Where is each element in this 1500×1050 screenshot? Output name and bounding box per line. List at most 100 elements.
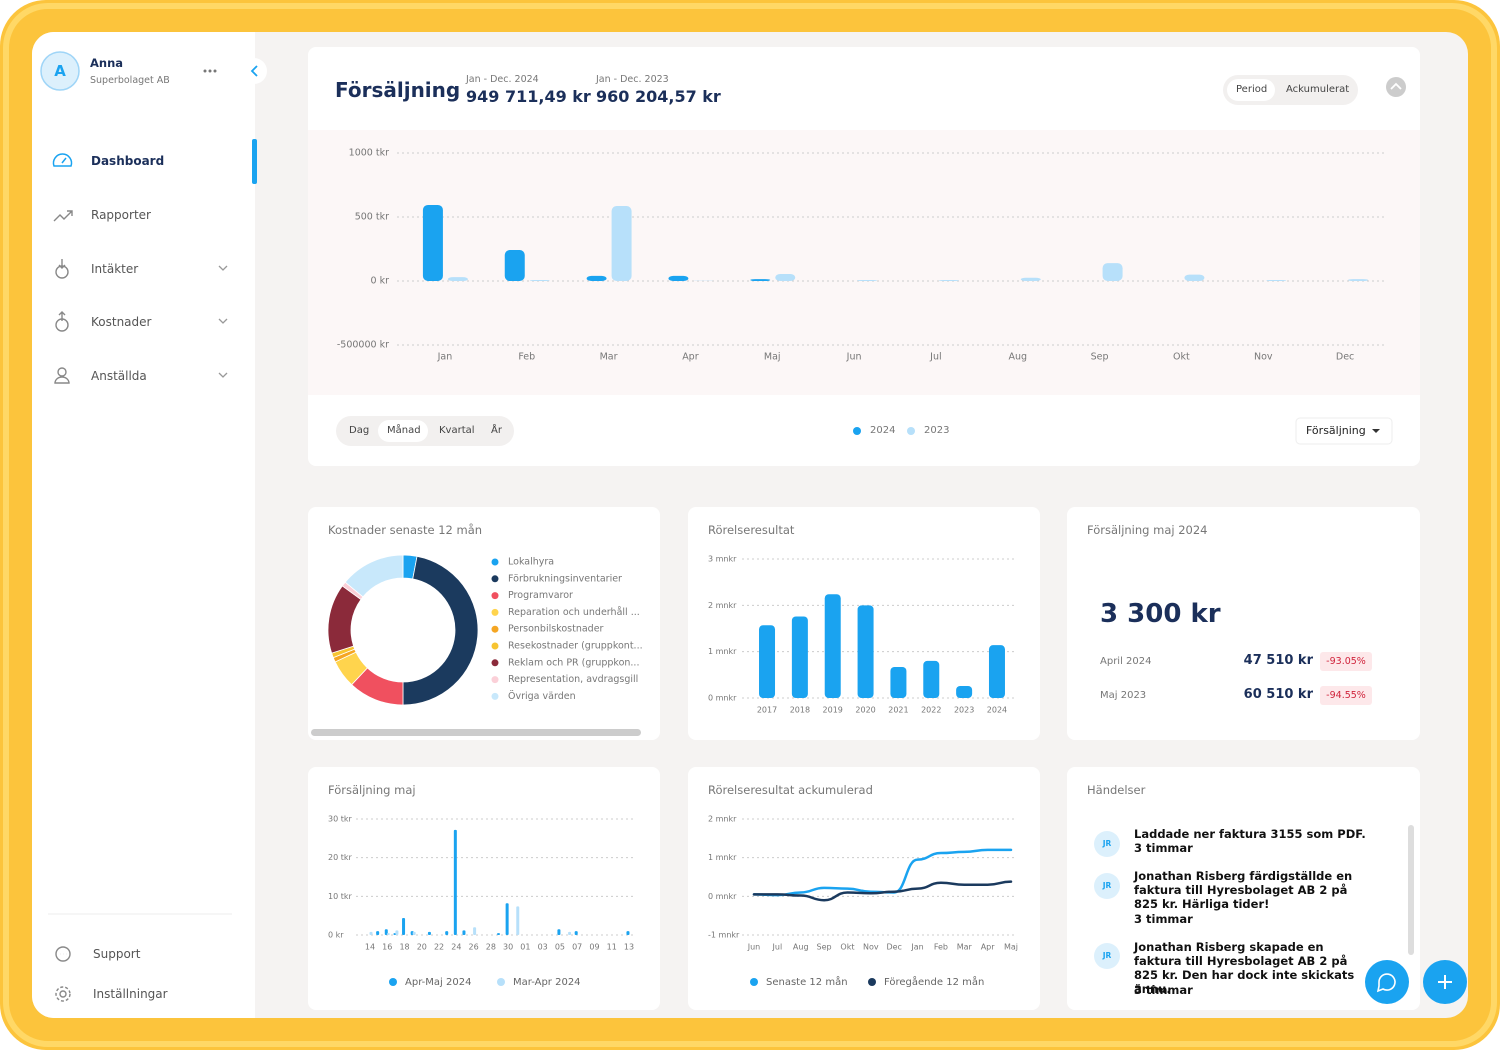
- result-chart: 0 mnkr 1 mnkr 2 mnkr 3 mnkr 2017 2018 2019 2020…: [708, 555, 1014, 715]
- card: [1067, 507, 1420, 740]
- card: [688, 767, 1040, 1010]
- icon-reports: [53, 210, 73, 222]
- accumulated-chart: -1 mnkr 0 mnkr 1 mnkr 2 mnkr Jun Jul Aug Sep Okt…: [708, 815, 1018, 989]
- event-time: 3 timmar: [1134, 983, 1193, 997]
- nav-item[interactable]: Inställningar: [93, 987, 168, 1001]
- kpi-row-value: 60 510 kr: [1243, 687, 1313, 702]
- legend-label: Övriga värden: [508, 691, 576, 702]
- nav-item[interactable]: Anställda: [91, 369, 147, 383]
- add-icon: [1438, 975, 1452, 989]
- x-tick-label: 16: [382, 943, 392, 952]
- scrollbar[interactable]: [1408, 825, 1414, 955]
- collapse-button[interactable]: [1386, 77, 1406, 97]
- chevron[interactable]: [218, 265, 228, 271]
- event-text: Laddade ner faktura 3155 som PDF.: [1134, 827, 1366, 841]
- legend-dot: [497, 978, 505, 986]
- x-tick-label: Jan: [437, 352, 453, 363]
- y-tick-label: 30 tkr: [328, 815, 352, 824]
- menu-dot: [208, 69, 212, 73]
- nav-item[interactable]: Intäkter: [91, 262, 139, 276]
- x-tick-label: Jul: [929, 352, 941, 363]
- sales-title: Försäljning: [335, 78, 461, 102]
- x-tick-label: 09: [589, 943, 599, 952]
- granularity-active: [378, 420, 428, 442]
- bar: [445, 931, 449, 935]
- bar: [557, 929, 561, 935]
- x-tick-label: 07: [572, 943, 582, 952]
- event-text: Jonathan Risberg färdigställde en faktur…: [1134, 869, 1353, 911]
- legend-label[interactable]: 2024: [870, 425, 896, 436]
- menu-dot[interactable]: [203, 69, 207, 73]
- x-tick-label: 24: [451, 943, 461, 952]
- x-tick-label: 2017: [757, 706, 777, 715]
- y-tick-label: 1 mnkr: [708, 647, 737, 656]
- avatar[interactable]: [40, 51, 80, 91]
- granularity-option[interactable]: År: [491, 425, 502, 436]
- x-tick-label: 18: [399, 943, 409, 952]
- legend-dot: [491, 676, 499, 684]
- granularity-option[interactable]: Månad: [387, 425, 421, 436]
- period-label: Jan - Dec. 2023: [596, 74, 669, 85]
- period-value: 960 204,57 kr: [596, 87, 721, 106]
- x-tick-label: 14: [365, 943, 375, 952]
- card-title: Försäljning maj 2024: [1087, 523, 1208, 537]
- x-tick-label: Aug: [793, 943, 809, 952]
- legend-label[interactable]: 2023: [924, 425, 950, 436]
- x-tick-label: Apr: [981, 943, 996, 952]
- legend-dot: [389, 978, 397, 986]
- y-tick-label: 0 kr: [328, 931, 344, 940]
- bar: [422, 204, 443, 281]
- legend-dot: [750, 978, 758, 986]
- x-tick-label: Feb: [518, 352, 535, 363]
- chat-button[interactable]: [1365, 960, 1409, 1004]
- x-tick-label: 28: [486, 943, 496, 952]
- chevron[interactable]: [218, 318, 228, 324]
- toggle-option[interactable]: Period: [1236, 84, 1268, 95]
- collapse-icon[interactable]: [250, 65, 258, 77]
- bar: [447, 277, 468, 281]
- chevron[interactable]: [218, 372, 228, 378]
- x-tick-label: Sep: [817, 943, 832, 952]
- event-initials: JR: [1102, 839, 1112, 848]
- legend-dot: [491, 659, 499, 667]
- bar: [1266, 279, 1287, 281]
- fab-group: [1365, 960, 1467, 1004]
- legend-dot: [868, 978, 876, 986]
- legend-label: Resekostnader (gruppkont...: [508, 641, 643, 652]
- nav-item[interactable]: Support: [93, 947, 141, 961]
- event-initials: JR: [1102, 951, 1112, 960]
- chat-icon: [1376, 973, 1396, 993]
- x-tick-label: Mar: [957, 943, 973, 952]
- bar: [750, 279, 771, 281]
- card-title: Händelser: [1087, 783, 1146, 797]
- period-value: 949 711,49 kr: [466, 87, 591, 106]
- x-tick-label: Maj: [1004, 943, 1018, 952]
- metric-dropdown[interactable]: [1295, 417, 1393, 445]
- nav-item[interactable]: Rapporter: [91, 208, 151, 222]
- bar: [568, 931, 572, 935]
- metric-label[interactable]: Försäljning: [1306, 424, 1366, 437]
- legend-dot: [491, 592, 499, 600]
- bar: [473, 927, 477, 935]
- granularity-option[interactable]: Dag: [349, 425, 370, 436]
- nav-item[interactable]: Dashboard: [91, 154, 165, 168]
- bar: [412, 931, 416, 935]
- card-title: Kostnader senaste 12 mån: [328, 523, 483, 537]
- legend-dot: [491, 608, 499, 616]
- y-tick-label: 10 tkr: [328, 892, 352, 901]
- nav-item[interactable]: Kostnader: [91, 315, 152, 329]
- card-title: Rörelseresultat ackumulerad: [708, 783, 873, 797]
- legend-label: Reklam och PR (gruppkon...: [508, 657, 639, 668]
- y-tick-label: 2 mnkr: [708, 815, 737, 824]
- legend-dot: [491, 642, 499, 650]
- granularity-option[interactable]: Kvartal: [439, 425, 475, 436]
- scrollbar[interactable]: [311, 729, 641, 736]
- toggle-option[interactable]: Ackumulerat: [1286, 84, 1350, 95]
- bar: [923, 660, 940, 698]
- x-tick-label: 2023: [954, 706, 974, 715]
- event-time: 3 timmar: [1134, 912, 1193, 926]
- x-tick-label: 01: [520, 943, 530, 952]
- icon-costs: [55, 311, 69, 332]
- bar: [529, 279, 550, 281]
- sales-chart: -500000 kr 0 kr 500 tkr 1000 tkr Jan Feb Mar Ap…: [337, 148, 1387, 363]
